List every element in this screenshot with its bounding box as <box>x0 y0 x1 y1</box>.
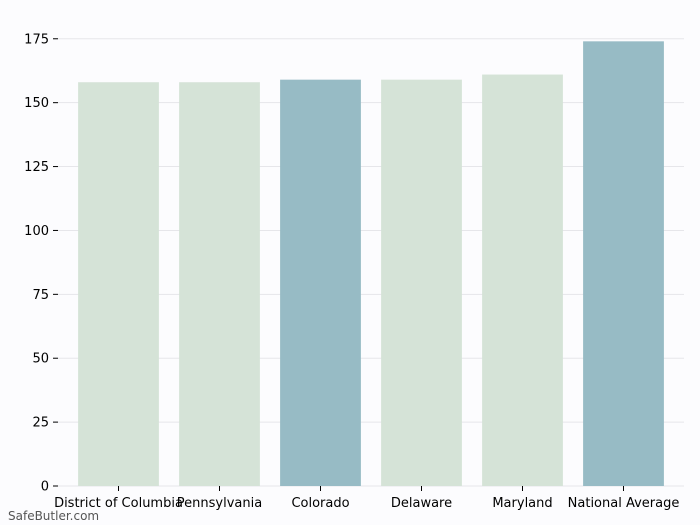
y-tick-label: 175 <box>24 32 49 47</box>
x-tick-label: Maryland <box>492 496 552 511</box>
x-tick-label: Delaware <box>391 496 452 511</box>
y-tick-label: 50 <box>32 352 49 367</box>
y-tick-label: 25 <box>32 416 49 431</box>
x-tick-label: District of Columbia <box>54 496 183 511</box>
y-tick-label: 0 <box>41 480 49 495</box>
watermark: SafeButler.com <box>8 509 100 523</box>
y-tick-label: 125 <box>24 160 49 175</box>
bar <box>583 41 664 486</box>
y-tick-label: 100 <box>24 224 49 239</box>
bar <box>381 79 462 487</box>
bar <box>280 79 361 487</box>
bars <box>78 41 664 487</box>
bar <box>482 74 563 487</box>
y-tick-label: 75 <box>32 288 49 303</box>
x-tick-label: Pennsylvania <box>177 496 262 511</box>
bar <box>78 82 159 486</box>
y-tick-label: 150 <box>24 96 49 111</box>
x-tick-label: National Average <box>568 496 680 511</box>
grid-lines <box>58 38 684 487</box>
y-axis: 0 25 50 75 100 125 150 175 <box>24 32 58 495</box>
bar <box>179 82 260 486</box>
x-tick-label: Colorado <box>291 496 349 511</box>
